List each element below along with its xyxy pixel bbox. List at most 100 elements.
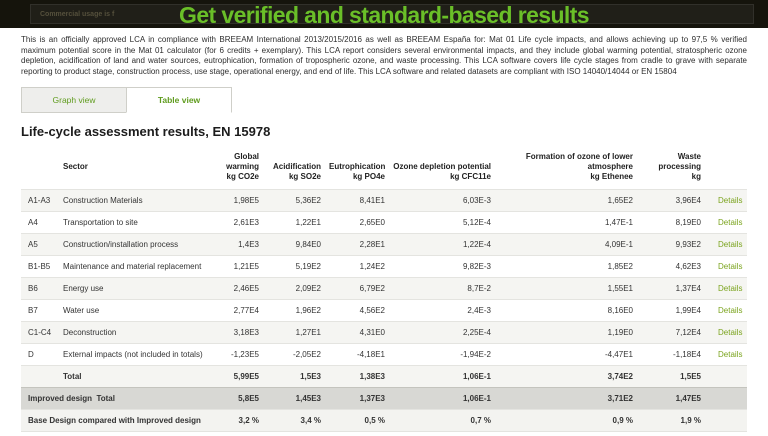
value-cell: 4,31E0 [329, 321, 393, 344]
table-row: Base Design compared with Improved desig… [21, 409, 747, 432]
value-cell: 4,62E3 [641, 255, 709, 278]
table-row: B1-B5 Maintenance and material replacemen… [21, 255, 747, 278]
header-column-5: Waste processing kg [641, 148, 709, 190]
value-cell: 5,99E5 [203, 365, 267, 388]
table-row: B7 Water use 2,77E4 1,96E2 4,56E2 2,4E-3 8,16E… [21, 299, 747, 322]
header-column-name: Global warming [226, 152, 259, 172]
value-cell: 1,98E5 [203, 189, 267, 212]
sector-name: Deconstruction [63, 321, 203, 344]
value-cell: 3,18E3 [203, 321, 267, 344]
value-cell: 5,19E2 [267, 255, 329, 278]
show-graph-cell: Show graph [329, 431, 393, 436]
details-link[interactable]: Details [718, 218, 743, 228]
value-cell: 1,21E5 [203, 255, 267, 278]
details-link[interactable]: Details [718, 350, 743, 360]
sector-code: A5 [21, 233, 63, 256]
value-cell: 3,96E4 [641, 189, 709, 212]
value-cell: 1,5E3 [267, 365, 329, 388]
value-cell: 1,9 % [641, 409, 709, 432]
sector-code: B7 [21, 299, 63, 322]
value-cell: 1,06E-1 [393, 387, 499, 410]
value-cell: 6,03E-3 [393, 189, 499, 212]
header-column-name: Acidification [272, 162, 321, 172]
details-cell [709, 365, 747, 388]
value-cell: 2,09E2 [267, 277, 329, 300]
value-cell: 1,4E3 [203, 233, 267, 256]
show-graph-cell: Show graph [267, 431, 329, 436]
value-cell: -4,18E1 [329, 343, 393, 366]
details-link[interactable]: Details [718, 262, 743, 272]
banner-title: Get verified and standard-based results [179, 2, 590, 28]
header-column-name: Waste processing [658, 152, 701, 172]
value-cell: 0,7 % [393, 409, 499, 432]
details-cell: Details [709, 343, 747, 366]
table-row: Improved design Total 5,8E5 1,45E3 1,37E3 1,… [21, 387, 747, 410]
header-column-name: Ozone depletion potential [393, 162, 491, 172]
details-link[interactable]: Details [718, 328, 743, 338]
sector-code: A1-A3 [21, 189, 63, 212]
header-code-spacer [21, 148, 63, 190]
sector-code: A4 [21, 211, 63, 234]
header-column-unit: kg CFC11e [450, 172, 491, 182]
details-link[interactable]: Details [718, 196, 743, 206]
value-cell: 0,9 % [499, 409, 641, 432]
show-graph-cell: Show graph [203, 431, 267, 436]
value-cell: 8,16E0 [499, 299, 641, 322]
header-column-unit: kg Ethenee [590, 172, 633, 182]
value-cell: 1,24E2 [329, 255, 393, 278]
details-cell: Details [709, 255, 747, 278]
sector-code: B6 [21, 277, 63, 300]
sector-name: Water use [63, 299, 203, 322]
details-cell [709, 409, 747, 432]
table-row: A5 Construction/installation process 1,4E3… [21, 233, 747, 256]
value-cell: 0,5 % [329, 409, 393, 432]
show-graph-end-spacer [709, 431, 747, 436]
header-column-unit: kg CO2e [226, 172, 259, 182]
value-cell: 1,37E3 [329, 387, 393, 410]
details-cell: Details [709, 211, 747, 234]
tab-table-view[interactable]: Table view [126, 87, 232, 114]
value-cell: 2,61E3 [203, 211, 267, 234]
details-link[interactable]: Details [718, 240, 743, 250]
value-cell: 5,36E2 [267, 189, 329, 212]
lca-results-table: Sector Global warming kg CO2e Acidification… [21, 148, 747, 436]
value-cell: 2,46E5 [203, 277, 267, 300]
header-column-unit: kg [691, 172, 701, 182]
value-cell: -4,47E1 [499, 343, 641, 366]
value-cell: 1,19E0 [499, 321, 641, 344]
value-cell: 9,84E0 [267, 233, 329, 256]
value-cell: 1,45E3 [267, 387, 329, 410]
table-row: D External impacts (not included in total… [21, 343, 747, 366]
table-row: A4 Transportation to site 2,61E3 1,22E1 2,65… [21, 211, 747, 234]
tab-graph-view[interactable]: Graph view [21, 87, 127, 114]
header-column-unit: kg PO4e [352, 172, 385, 182]
details-cell: Details [709, 233, 747, 256]
value-cell: 9,82E-3 [393, 255, 499, 278]
details-link[interactable]: Details [718, 284, 743, 294]
sector-code: B1-B5 [21, 255, 63, 278]
header-column-3: Ozone depletion potential kg CFC11e [393, 148, 499, 190]
value-cell: 8,19E0 [641, 211, 709, 234]
details-cell: Details [709, 189, 747, 212]
header-details-spacer [709, 148, 747, 190]
value-cell: 2,28E1 [329, 233, 393, 256]
sector-code: C1-C4 [21, 321, 63, 344]
lca-table-body: A1-A3 Construction Materials 1,98E5 5,36E2 8… [21, 189, 747, 436]
header-column-name: Formation of ozone of lower atmosphere [525, 152, 633, 172]
sector-code [21, 365, 63, 388]
value-cell: 2,4E-3 [393, 299, 499, 322]
details-link[interactable]: Details [718, 306, 743, 316]
value-cell: 7,12E4 [641, 321, 709, 344]
intro-paragraph: This is an officially approved LCA in co… [21, 35, 747, 76]
sector-name: Energy use [63, 277, 203, 300]
row-label: Improved design Total [21, 387, 203, 410]
show-graph-spacer [21, 431, 203, 436]
value-cell: -2,05E2 [267, 343, 329, 366]
sector-name: Maintenance and material replacement [63, 255, 203, 278]
value-cell: 2,25E-4 [393, 321, 499, 344]
header-column-4: Formation of ozone of lower atmosphere kg… [499, 148, 641, 190]
sector-code: D [21, 343, 63, 366]
value-cell: 1,99E4 [641, 299, 709, 322]
value-cell: 3,4 % [267, 409, 329, 432]
value-cell: 1,96E2 [267, 299, 329, 322]
